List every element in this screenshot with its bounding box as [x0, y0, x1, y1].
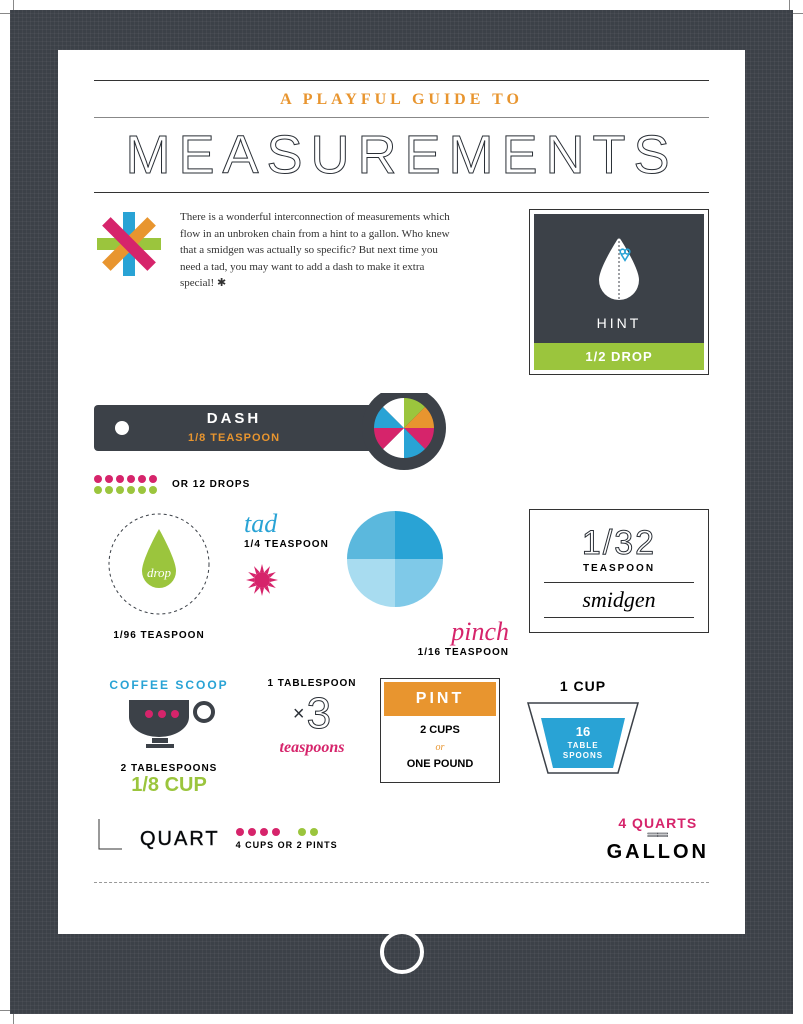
tad-pinch-block: tad 1/4 TEASPOON [244, 509, 509, 658]
dash-drops-label: OR 12 DROPS [172, 479, 250, 490]
hint-label: HINT [544, 315, 694, 331]
pint-or: or [390, 740, 490, 756]
quart-dots [236, 828, 338, 836]
crop-mark [0, 1010, 10, 1011]
intro-text: There is a wonderful interconnection of … [180, 209, 460, 375]
hint-card: HINT 1/2 DROP [529, 209, 709, 375]
dashed-rule [94, 882, 709, 883]
dash-drops: OR 12 DROPS [94, 475, 250, 494]
drop-icon [589, 232, 649, 302]
tad-value: 1/4 TEASPOON [244, 539, 329, 550]
crop-mark [793, 13, 803, 14]
quart-connector [94, 819, 124, 859]
pint-title: PINT [384, 682, 496, 716]
coffee-line1: 2 TABLESPOONS [94, 763, 244, 774]
pint-line2: ONE POUND [390, 756, 490, 774]
equals-icon: ══ [607, 831, 709, 841]
poster-frame: A PLAYFUL GUIDE TO MEASUREMENTS There is… [10, 10, 793, 1014]
pie-quarters-icon [345, 509, 445, 609]
x3-num: 3 [307, 689, 331, 739]
quart-label: QUART [140, 828, 220, 851]
drop-value: 1/96 TEASPOON [94, 630, 224, 641]
tablespoon-block: 1 TABLESPOON × 3 teaspoons [262, 678, 362, 757]
dash-spoon-graphic: DASH 1/8 TEASPOON [94, 393, 474, 473]
crop-mark [0, 13, 10, 14]
cup-graphic: 16 TABLE SPOONS [523, 698, 643, 778]
dash-label: DASH [207, 410, 262, 427]
hint-value: 1/2 DROP [534, 343, 704, 370]
crop-mark [13, 0, 14, 10]
pint-card: PINT 2 CUPS or ONE POUND [380, 678, 500, 783]
ring-icon [380, 930, 424, 974]
x3-x: × [293, 703, 305, 726]
dash-value: 1/8 TEASPOON [188, 432, 280, 444]
quart-caption: 4 CUPS OR 2 PINTS [236, 840, 338, 850]
title: MEASUREMENTS [94, 118, 709, 192]
coffee-title: COFFEE SCOOP [94, 678, 244, 692]
drop-block: drop 1/96 TEASPOON [94, 509, 224, 641]
smidgen-card: 1/32 TEASPOON smidgen [529, 509, 709, 633]
subtitle: A PLAYFUL GUIDE TO [94, 81, 709, 117]
gallon-block: 4 QUARTS ══ GALLON [607, 815, 709, 864]
x3-top: 1 TABLESPOON [262, 678, 362, 689]
smidgen-label: smidgen [544, 582, 694, 618]
crop-mark [789, 0, 790, 10]
x3-word: teaspoons [262, 739, 362, 757]
pinch-label: pinch [244, 617, 509, 647]
cup-card: 1 CUP 16 TABLE SPOONS [518, 678, 648, 783]
crop-mark [13, 1014, 14, 1024]
svg-text:SPOONS: SPOONS [563, 751, 603, 760]
coffee-line2: 1/8 CUP [94, 774, 244, 797]
pinch-value: 1/16 TEASPOON [244, 647, 509, 658]
rule-3 [94, 192, 709, 193]
tad-label: tad [244, 509, 329, 539]
asterisk-icon [94, 209, 164, 279]
svg-text:TABLE: TABLE [567, 741, 598, 750]
coffee-scoop-block: COFFEE SCOOP 2 TABLESPOONS 1/8 CUP [94, 678, 244, 797]
cup-title: 1 CUP [518, 678, 648, 694]
svg-text:16: 16 [576, 724, 590, 739]
burst-icon [244, 562, 280, 598]
cup-icon [114, 692, 224, 752]
smidgen-fraction: 1/32 [544, 524, 694, 563]
svg-text:drop: drop [147, 565, 172, 580]
smidgen-unit: TEASPOON [544, 563, 694, 574]
pint-line1: 2 CUPS [390, 722, 490, 740]
poster-content: A PLAYFUL GUIDE TO MEASUREMENTS There is… [58, 50, 745, 934]
gallon-word: GALLON [607, 841, 709, 864]
drop-graphic: drop [104, 509, 214, 619]
